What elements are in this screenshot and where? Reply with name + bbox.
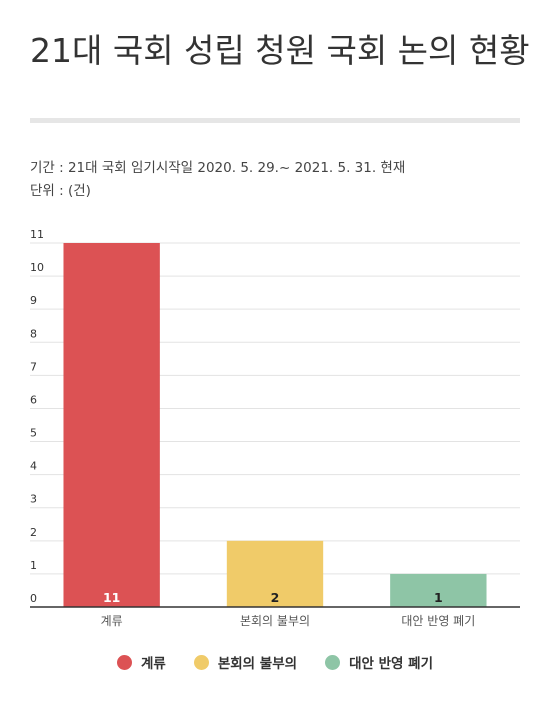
bar-0 — [63, 243, 160, 607]
y-tick-label-0: 0 — [30, 592, 37, 605]
y-tick-label-5: 5 — [30, 427, 37, 440]
data-label-2: 1 — [434, 590, 443, 605]
x-tick-label-2: 대안 반영 폐기 — [401, 614, 475, 628]
x-tick-label-0: 계류 — [101, 614, 123, 628]
y-tick-label-6: 6 — [30, 393, 37, 406]
y-tick-label-9: 9 — [30, 294, 37, 307]
period-note: 기간 : 21대 국회 임기시작일 2020. 5. 29.~ 2021. 5.… — [30, 160, 406, 176]
unit-note: 단위 : (건) — [30, 183, 91, 199]
legend-label-alternative-discarded: 대안 반영 폐기 — [349, 656, 433, 672]
legend-label-not-referred: 본회의 불부의 — [217, 656, 298, 672]
y-tick-label-2: 2 — [30, 526, 37, 539]
legend-swatch-alternative-discarded — [325, 654, 341, 670]
title-divider — [30, 118, 520, 123]
legend-item-pending[interactable]: 계류 — [117, 652, 166, 672]
legend: 계류 본회의 불부의 대안 반영 폐기 — [0, 652, 550, 672]
legend-label-pending: 계류 — [141, 656, 166, 672]
chart-title: 21대 국회 성립 청원 국회 논의 현황 — [30, 31, 530, 70]
legend-swatch-pending — [117, 654, 132, 670]
bar-2 — [390, 573, 487, 607]
y-tick-label-10: 10 — [30, 261, 44, 274]
y-tick-label-11: 11 — [30, 228, 44, 241]
bar-1 — [226, 540, 324, 607]
bar-chart: 0 1 2 3 4 5 6 7 8 9 10 11 11 계류 2 본회의 불부의 1 대안 반영 폐기 — [30, 228, 520, 628]
legend-item-alternative-discarded[interactable]: 대안 반영 폐기 — [325, 652, 433, 672]
legend-item-not-referred[interactable]: 본회의 불부의 — [193, 652, 298, 672]
y-tick-label-8: 8 — [30, 327, 37, 340]
legend-swatch-not-referred — [193, 654, 209, 670]
y-tick-label-4: 4 — [30, 460, 37, 473]
x-tick-label-1: 본회의 불부의 — [240, 614, 310, 628]
data-label-1: 2 — [271, 590, 280, 605]
data-label-0: 11 — [103, 590, 120, 605]
y-tick-label-7: 7 — [30, 360, 37, 373]
y-tick-label-1: 1 — [30, 559, 37, 572]
y-tick-label-3: 3 — [30, 493, 37, 506]
